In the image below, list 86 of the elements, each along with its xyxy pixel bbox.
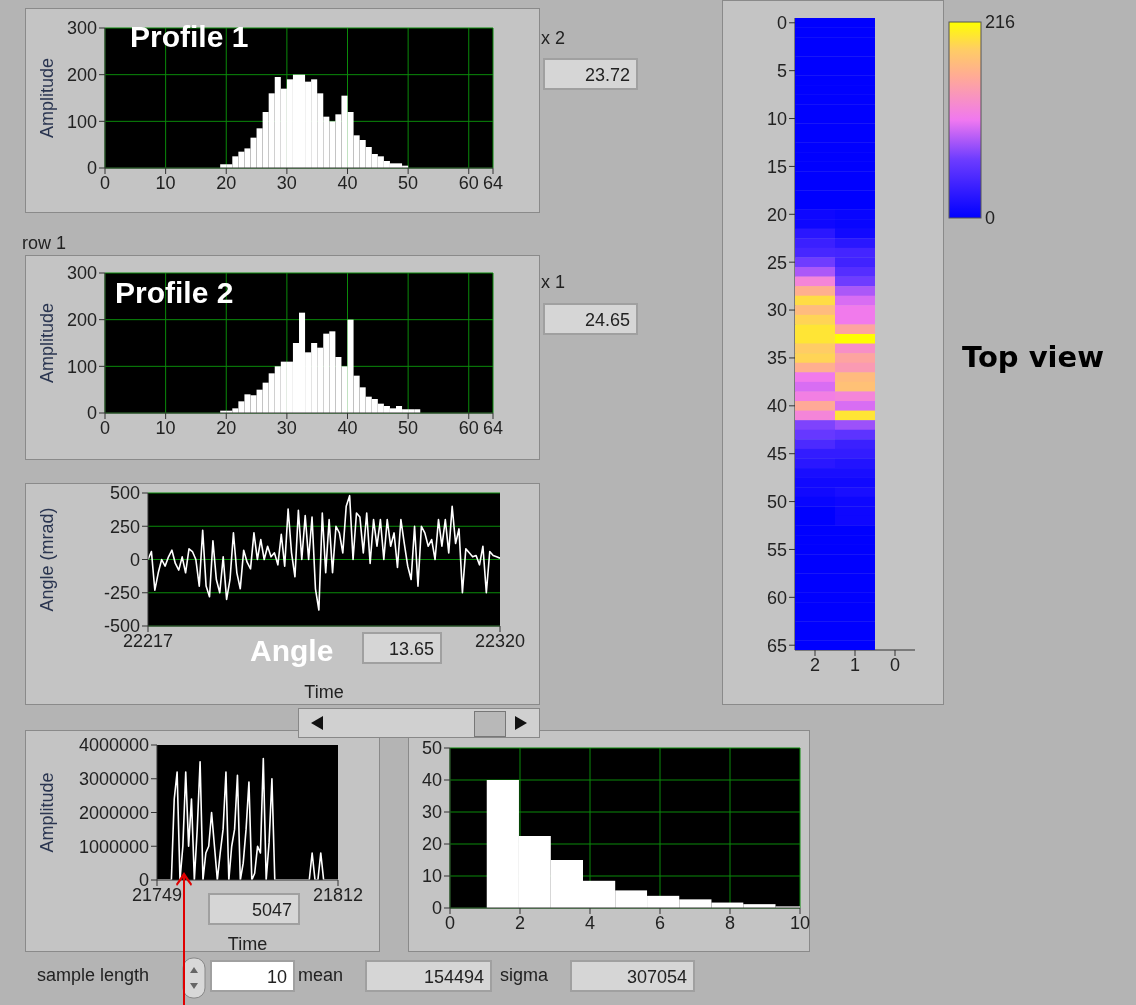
x-tick-label: 2	[809, 654, 821, 675]
x-axis-title: Time	[304, 682, 344, 702]
y-tick-label: 10	[766, 108, 787, 129]
y-tick-label: 30	[421, 802, 442, 823]
x-tick-label: 30	[276, 417, 297, 438]
text: 154494	[365, 960, 492, 992]
y-tick-label: 300	[66, 263, 97, 284]
x-tick-label: 50	[398, 417, 419, 438]
x-tick-label: 8	[724, 912, 736, 933]
y-tick-label: 40	[766, 396, 787, 417]
y-tick-label: 4000000	[78, 735, 149, 756]
x-tick-label: 10	[155, 417, 176, 438]
x-tick-label: 21812	[312, 884, 364, 905]
text: 10	[210, 960, 295, 992]
y-tick-label: -250	[103, 583, 140, 604]
text: x 2	[541, 28, 566, 49]
x-tick-label: 1	[849, 654, 861, 675]
chart-title: Profile 2	[115, 276, 234, 310]
y-axis-title: Amplitude	[37, 772, 58, 853]
x-tick-label: 0	[889, 654, 901, 675]
y-tick-label: 500	[109, 483, 140, 504]
x-tick-label: 6	[654, 912, 666, 933]
x-tick-label: 0	[444, 912, 456, 933]
y-axis-title: Amplitude	[37, 57, 58, 139]
y-tick-label: 100	[66, 356, 97, 377]
text: mean	[298, 965, 344, 986]
x-axis-title: Time	[227, 934, 268, 954]
chart-title: Profile 1	[130, 20, 249, 54]
y-tick-label: 60	[766, 587, 787, 608]
y-tick-label: 30	[766, 300, 787, 321]
text: 23.72	[543, 58, 638, 90]
y-tick-label: 20	[421, 834, 442, 855]
color-bar-label: 216	[985, 12, 1016, 32]
y-tick-label: 0	[431, 898, 442, 919]
x-tick-label: 40	[337, 172, 358, 193]
text: Top view	[962, 340, 1105, 374]
x-tick-label: 30	[276, 172, 297, 193]
text: 13.65	[362, 632, 442, 664]
x-tick-label: 64	[482, 417, 504, 438]
y-tick-label: 10	[421, 866, 442, 887]
y-axis-title: Amplitude	[37, 302, 58, 384]
y-tick-label: 0	[86, 403, 97, 424]
x-tick-label: 40	[337, 417, 358, 438]
y-tick-label: 0	[776, 13, 787, 34]
y-tick-label: 3000000	[78, 769, 149, 790]
color-bar-label: 0	[985, 208, 996, 228]
text: 24.65	[543, 303, 638, 335]
text: Angle	[250, 634, 334, 668]
x-tick-label: 2	[514, 912, 526, 933]
x-tick-label: 10	[789, 912, 811, 933]
y-tick-label: 20	[766, 204, 787, 225]
x-tick-label: 50	[398, 172, 419, 193]
y-tick-label: 200	[66, 310, 97, 331]
y-tick-label: 50	[421, 738, 442, 759]
y-tick-label: 50	[766, 491, 787, 512]
y-tick-label: 35	[766, 348, 787, 369]
y-tick-label: 1000000	[78, 836, 149, 857]
y-tick-label: 45	[766, 444, 787, 465]
y-tick-label: 200	[66, 65, 97, 86]
x-tick-label: 60	[458, 417, 479, 438]
x-tick-label: 4	[584, 912, 596, 933]
y-tick-label: 300	[66, 18, 97, 39]
y-tick-label: 25	[766, 252, 787, 273]
y-tick-label: 250	[109, 516, 140, 537]
y-tick-label: 0	[129, 549, 140, 570]
text: sample length	[37, 965, 150, 986]
y-tick-label: 5	[776, 61, 787, 82]
x-tick-label: 64	[482, 172, 504, 193]
y-tick-label: 65	[766, 635, 787, 656]
y-tick-label: 55	[766, 539, 787, 560]
x-tick-label: 22320	[474, 630, 526, 651]
x-tick-label: 20	[216, 417, 237, 438]
text: sigma	[500, 965, 549, 986]
text: 307054	[570, 960, 695, 992]
y-tick-label: 15	[766, 156, 787, 177]
y-tick-label: 100	[66, 111, 97, 132]
y-tick-label: 0	[86, 158, 97, 179]
x-tick-label: 60	[458, 172, 479, 193]
y-tick-label: 40	[421, 770, 442, 791]
text: row 1	[22, 233, 67, 254]
y-tick-label: 2000000	[78, 802, 149, 823]
text: x 1	[541, 272, 566, 293]
text: 5047	[208, 893, 300, 925]
x-tick-label: 20	[216, 172, 237, 193]
y-axis-title: Angle (mrad)	[37, 507, 58, 612]
x-tick-label: 10	[155, 172, 176, 193]
